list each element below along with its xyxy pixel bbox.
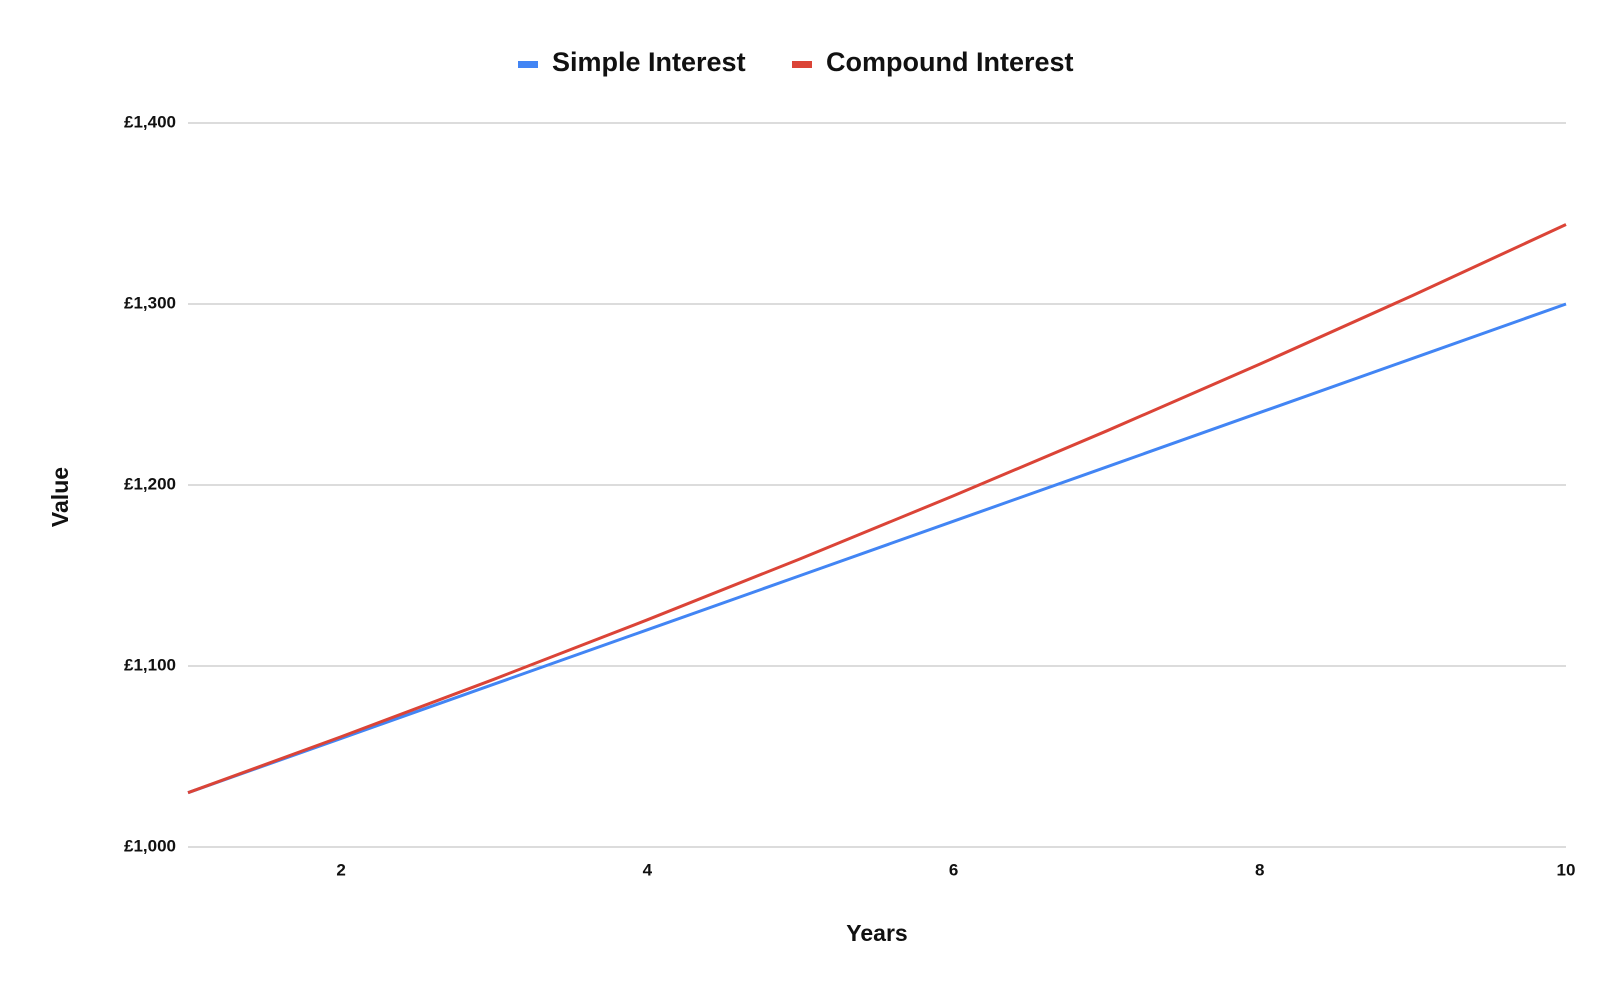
series-line	[187, 302, 1567, 795]
x-tick-label: 6	[949, 860, 958, 879]
x-tick-label: 10	[1557, 860, 1576, 879]
x-tick-label: 2	[336, 860, 345, 879]
y-tick-label: £1,000	[124, 836, 176, 855]
y-axis-title: Value	[47, 467, 73, 527]
y-tick-label: £1,400	[124, 112, 176, 131]
series-line	[187, 223, 1567, 795]
legend-label: Compound Interest	[826, 47, 1074, 77]
legend-swatch	[792, 61, 812, 68]
x-tick-label: 8	[1255, 860, 1264, 879]
y-tick-label: £1,100	[124, 655, 176, 674]
legend-swatch	[518, 61, 538, 68]
y-tick-label: £1,200	[124, 474, 176, 493]
legend-label: Simple Interest	[552, 47, 746, 77]
y-tick-label: £1,300	[124, 293, 176, 312]
x-axis-title: Years	[846, 920, 907, 946]
x-tick-label: 4	[643, 860, 653, 879]
